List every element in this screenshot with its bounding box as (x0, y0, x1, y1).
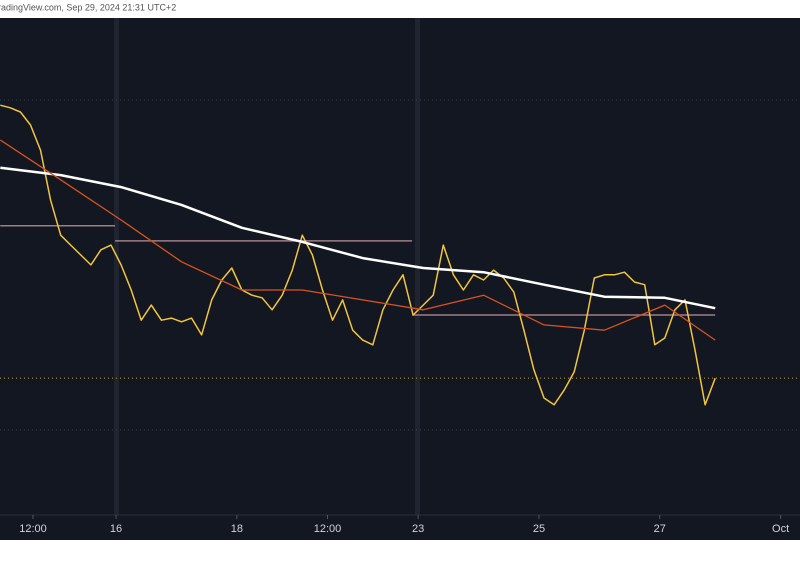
x-tick-label: 23 (412, 523, 424, 535)
session-separator (114, 18, 119, 515)
series-line (0, 104, 716, 406)
x-tick-label: 25 (533, 523, 545, 535)
x-tick-label: 16 (110, 523, 122, 535)
chart-title: radingView.com, Sep 29, 2024 21:31 UTC+2 (0, 2, 176, 12)
series-line (0, 139, 716, 341)
x-tick-label: Oct (772, 523, 789, 535)
x-tick-label: 12:00 (19, 523, 47, 535)
x-tick-label: 27 (654, 523, 666, 535)
x-tick-label: 12:00 (314, 523, 342, 535)
series-line (0, 166, 716, 310)
x-tick-label: 18 (231, 523, 243, 535)
